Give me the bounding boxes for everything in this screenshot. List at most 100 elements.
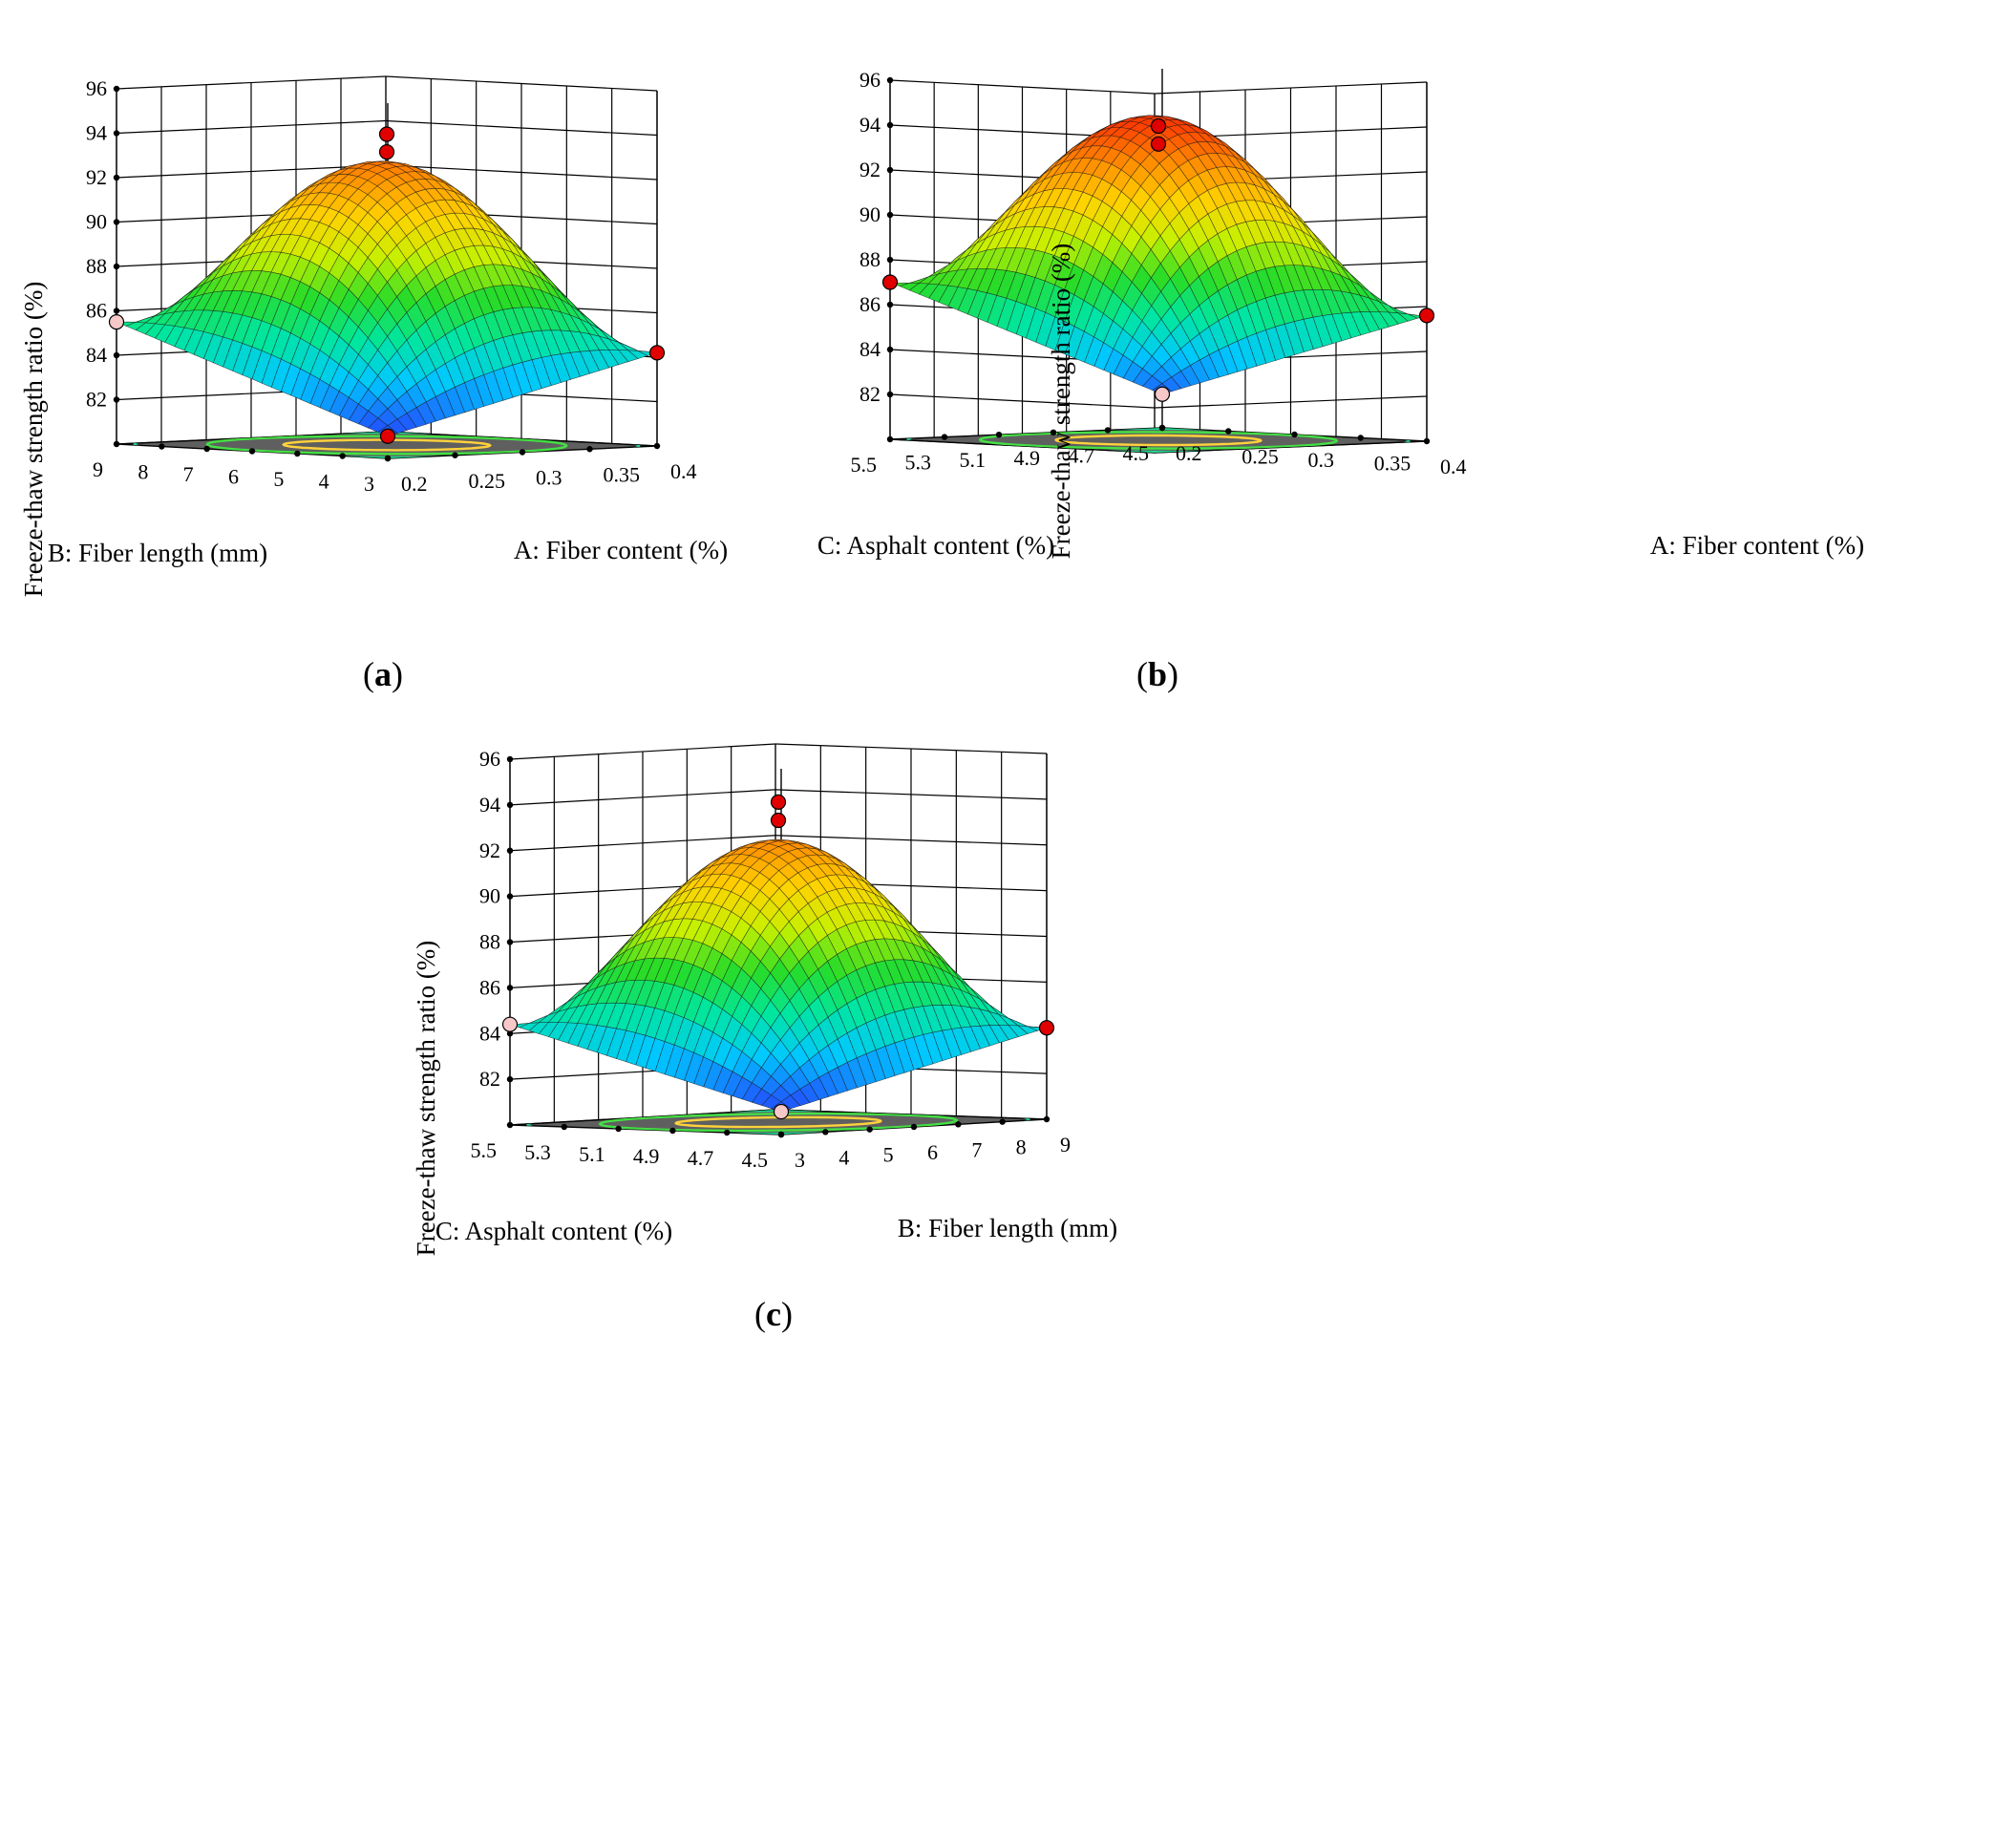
contour-line xyxy=(282,438,492,452)
y-tick-label: 4.9 xyxy=(633,1144,660,1168)
surface-cells xyxy=(116,160,658,437)
y-tick-label: 5.5 xyxy=(851,453,878,477)
y-tick-label: 4.5 xyxy=(742,1148,769,1172)
z-tick-label: 86 xyxy=(86,299,107,323)
plot-area: 0.2 0.25 0.3 0.35 0.4 4.5 4.7 4.9 5.1 5.3 5.5 82 84 8… xyxy=(851,68,1467,478)
design-point-above xyxy=(1418,308,1435,324)
design-points xyxy=(881,117,1435,402)
plot-area: 3 4 5 6 7 8 9 4.5 4.7 4.9 5.1 5.3 5.5 82 84 86 88 90 92 94 9… xyxy=(471,743,1072,1172)
design-point-above xyxy=(1038,1020,1055,1036)
x-tick-label: 0.3 xyxy=(1308,448,1335,472)
z-tick-dot xyxy=(506,755,514,763)
y-tick-dot xyxy=(248,448,256,455)
design-points xyxy=(501,794,1055,1120)
panel-label: (b) xyxy=(1136,655,1178,693)
x-axis-title: B: Fiber length (mm) xyxy=(898,1214,1117,1242)
z-tick-label: 96 xyxy=(479,747,500,771)
x-tick-label: 0.4 xyxy=(670,459,697,483)
x-tick-label: 0.25 xyxy=(1241,445,1279,469)
x-tick-label: 4 xyxy=(838,1145,849,1169)
z-tick-dot xyxy=(113,308,120,314)
z-axis-title: Freeze-thaw strength ratio (%) xyxy=(1047,244,1075,560)
x-tick-dot xyxy=(1357,435,1364,441)
z-tick-dot xyxy=(886,391,894,398)
panel-label: (a) xyxy=(363,655,403,693)
y-tick-dot xyxy=(1158,424,1166,432)
response-surface xyxy=(889,115,1428,395)
z-tick-label: 90 xyxy=(86,210,107,234)
x-tick-label: 9 xyxy=(1060,1133,1071,1157)
design-point-above xyxy=(379,428,396,444)
y-tick-label: 3 xyxy=(364,472,374,496)
z-tick-label: 82 xyxy=(479,1067,500,1091)
z-tick-label: 90 xyxy=(479,884,500,908)
plot-area: 0.2 0.25 0.3 0.35 0.4 3 4 5 6 7 8 9 82 84 86 88 90 92 94 96 xyxy=(86,75,697,496)
z-tick-dot xyxy=(886,121,894,129)
z-tick-dot xyxy=(113,85,120,93)
z-axis-title: Freeze-thaw strength ratio (%) xyxy=(412,941,440,1257)
tick-marks: 3 4 5 6 7 8 9 4.5 4.7 4.9 5.1 5.3 5.5 82 84 86 88 90 92 94 9… xyxy=(471,747,1072,1172)
tick-marks: 0.2 0.25 0.3 0.35 0.4 3 4 5 6 7 8 9 82 84 86 88 90 92 94 96 xyxy=(86,76,697,496)
z-tick-label: 92 xyxy=(479,838,500,862)
z-tick-dot xyxy=(113,351,120,359)
design-point-below xyxy=(1154,386,1171,402)
z-tick-label: 96 xyxy=(859,68,881,92)
design-point-above xyxy=(378,144,395,160)
z-tick-label: 94 xyxy=(479,793,500,817)
x-tick-label: 0.35 xyxy=(604,462,641,486)
z-tick-dot xyxy=(113,396,120,403)
x-tick-dot xyxy=(866,1126,873,1133)
x-tick-label: 0.2 xyxy=(401,472,428,496)
y-tick-dot xyxy=(506,1121,514,1129)
y-tick-dot xyxy=(159,443,165,450)
design-point-above xyxy=(378,126,395,142)
y-axis-title: B: Fiber length (mm) xyxy=(48,539,267,567)
y-tick-label: 7 xyxy=(183,462,194,486)
design-point-above xyxy=(881,274,899,290)
x-tick-dot xyxy=(1291,431,1298,438)
z-tick-dot xyxy=(886,76,894,84)
z-tick-label: 82 xyxy=(86,388,107,412)
z-tick-label: 88 xyxy=(479,930,500,954)
z-tick-label: 86 xyxy=(859,292,881,316)
z-tick-label: 90 xyxy=(859,202,881,226)
y-tick-dot xyxy=(203,445,210,453)
response-surface xyxy=(116,160,658,437)
response-surface xyxy=(509,838,1048,1113)
tick-marks: 0.2 0.25 0.3 0.35 0.4 4.5 4.7 4.9 5.1 5.3 5.5 82 84 8… xyxy=(851,68,1467,478)
z-tick-dot xyxy=(506,847,514,854)
surface-cells xyxy=(509,838,1048,1113)
z-tick-dot xyxy=(113,263,120,270)
contour-line xyxy=(205,435,568,456)
design-point-above xyxy=(1150,136,1167,152)
design-point-below xyxy=(773,1103,790,1120)
y-tick-label: 4.7 xyxy=(688,1146,714,1170)
z-tick-label: 88 xyxy=(86,254,107,278)
y-tick-label: 6 xyxy=(228,465,239,489)
x-axis-title: A: Fiber content (%) xyxy=(514,536,728,564)
z-tick-dot xyxy=(886,166,894,174)
y-tick-label: 5 xyxy=(273,467,284,491)
y-tick-dot xyxy=(113,440,120,448)
y-tick-label: 4.9 xyxy=(1014,446,1041,470)
z-tick-dot xyxy=(886,256,894,264)
surface-cells xyxy=(889,115,1428,395)
y-tick-dot xyxy=(777,1131,785,1138)
design-point-above xyxy=(770,794,787,810)
z-tick-dot xyxy=(506,985,514,991)
x-tick-label: 5 xyxy=(883,1143,894,1167)
z-tick-dot xyxy=(886,211,894,219)
y-tick-dot xyxy=(724,1129,731,1136)
x-tick-dot xyxy=(519,449,526,456)
design-point-below xyxy=(108,314,125,330)
y-tick-dot xyxy=(1050,429,1057,435)
x-tick-label: 0.25 xyxy=(469,469,506,493)
design-point-above xyxy=(770,812,787,829)
y-tick-label: 8 xyxy=(138,460,148,484)
y-tick-label: 5.5 xyxy=(471,1138,498,1162)
x-tick-dot xyxy=(1225,428,1232,435)
z-tick-dot xyxy=(113,130,120,137)
z-tick-label: 84 xyxy=(859,337,881,361)
x-tick-dot xyxy=(999,1118,1006,1125)
